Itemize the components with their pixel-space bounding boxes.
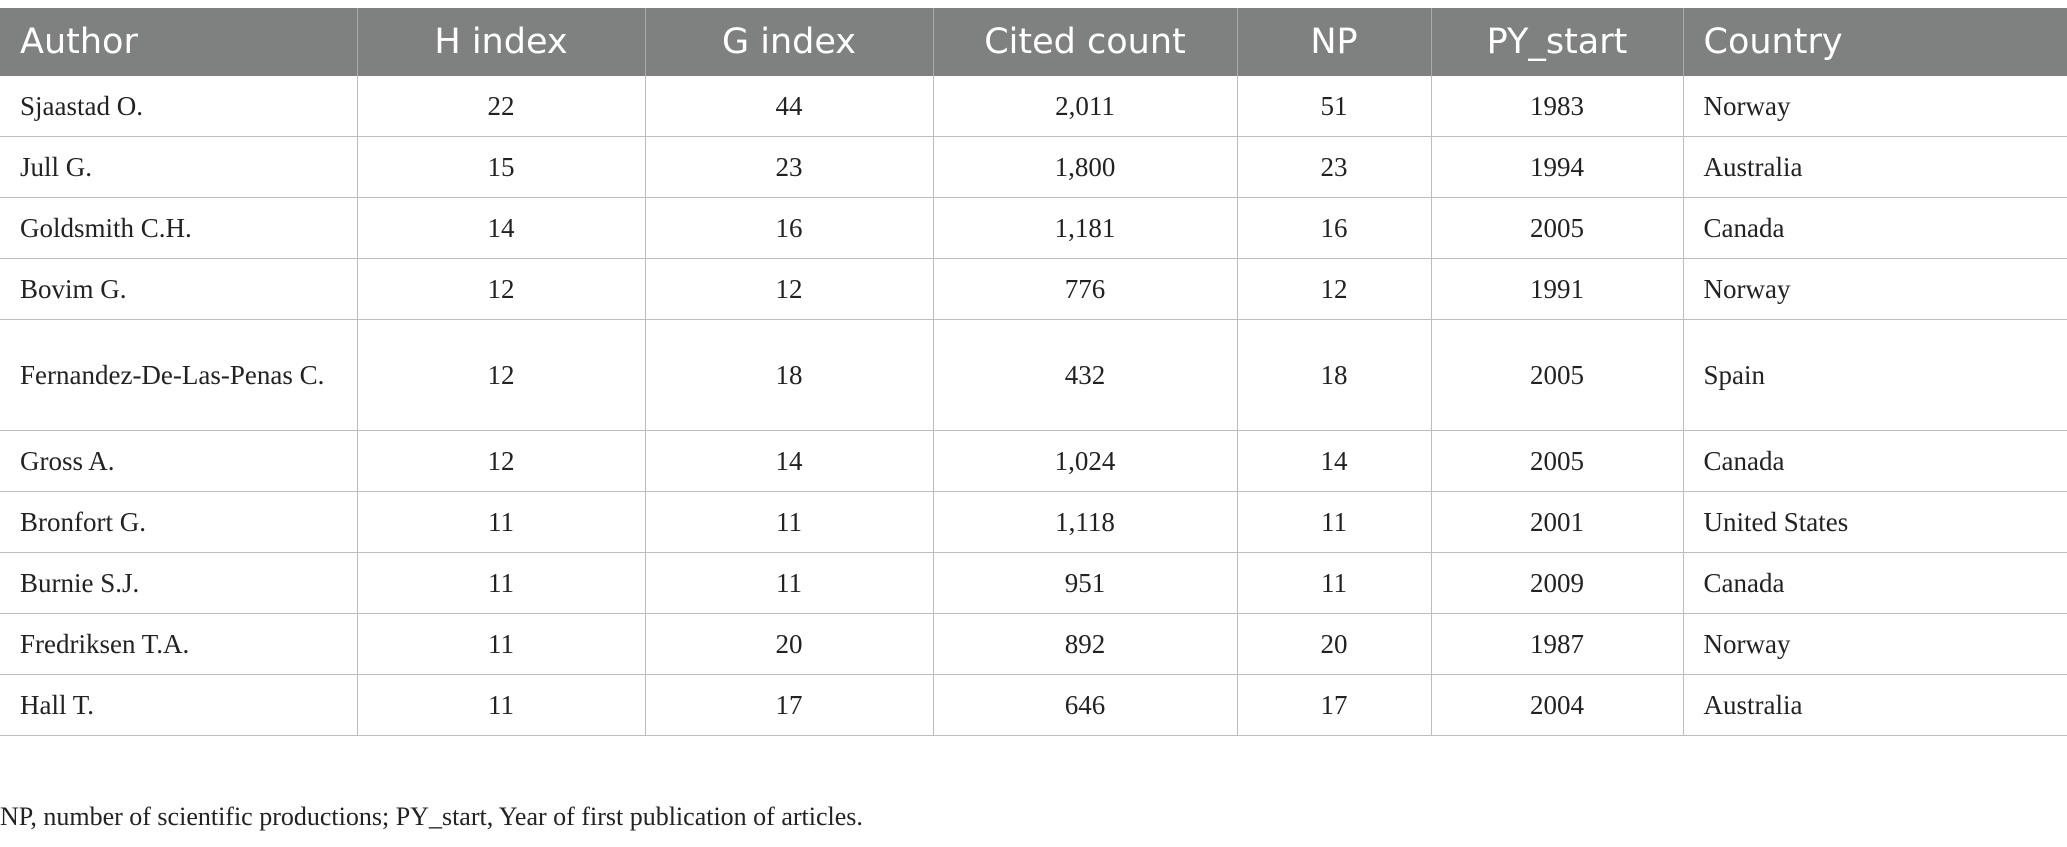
cell-h-index: 11 xyxy=(357,552,646,614)
cell-country: Australia xyxy=(1683,136,2067,198)
cell-np: 12 xyxy=(1237,258,1432,320)
table-row: Fernandez-De-Las-Penas C. 12 18 432 18 2… xyxy=(0,319,2067,431)
cell-g-index: 18 xyxy=(645,319,934,431)
cell-g-index: 23 xyxy=(645,136,934,198)
header-py-start: PY_start xyxy=(1431,8,1684,76)
cell-author: Sjaastad O. xyxy=(0,76,358,137)
cell-author: Goldsmith C.H. xyxy=(0,197,358,259)
cell-author: Bovim G. xyxy=(0,258,358,320)
cell-h-index: 22 xyxy=(357,76,646,137)
cell-author: Gross A. xyxy=(0,430,358,492)
cell-py-start: 2005 xyxy=(1431,430,1684,492)
cell-py-start: 1991 xyxy=(1431,258,1684,320)
cell-country: Australia xyxy=(1683,674,2067,736)
cell-cited-count: 1,800 xyxy=(933,136,1238,198)
cell-h-index: 12 xyxy=(357,319,646,431)
cell-np: 17 xyxy=(1237,674,1432,736)
cell-country: Canada xyxy=(1683,552,2067,614)
header-cited-count: Cited count xyxy=(933,8,1238,76)
cell-country: Norway xyxy=(1683,613,2067,675)
table-row: Fredriksen T.A. 11 20 892 20 1987 Norway xyxy=(0,613,2067,675)
cell-cited-count: 951 xyxy=(933,552,1238,614)
table-row: Hall T. 11 17 646 17 2004 Australia xyxy=(0,674,2067,736)
cell-g-index: 44 xyxy=(645,76,934,137)
cell-py-start: 2004 xyxy=(1431,674,1684,736)
cell-py-start: 2005 xyxy=(1431,319,1684,431)
cell-author: Fredriksen T.A. xyxy=(0,613,358,675)
cell-cited-count: 1,118 xyxy=(933,491,1238,553)
cell-py-start: 2009 xyxy=(1431,552,1684,614)
cell-g-index: 11 xyxy=(645,491,934,553)
cell-country: Spain xyxy=(1683,319,2067,431)
cell-cited-count: 646 xyxy=(933,674,1238,736)
cell-h-index: 11 xyxy=(357,491,646,553)
cell-country: Canada xyxy=(1683,430,2067,492)
cell-np: 20 xyxy=(1237,613,1432,675)
header-np: NP xyxy=(1237,8,1432,76)
cell-np: 16 xyxy=(1237,197,1432,259)
cell-np: 11 xyxy=(1237,552,1432,614)
cell-cited-count: 776 xyxy=(933,258,1238,320)
header-h-index: H index xyxy=(357,8,646,76)
cell-h-index: 15 xyxy=(357,136,646,198)
cell-author: Burnie S.J. xyxy=(0,552,358,614)
table-row: Bovim G. 12 12 776 12 1991 Norway xyxy=(0,258,2067,320)
cell-h-index: 11 xyxy=(357,674,646,736)
cell-h-index: 12 xyxy=(357,430,646,492)
cell-np: 51 xyxy=(1237,76,1432,137)
cell-cited-count: 432 xyxy=(933,319,1238,431)
table-row: Goldsmith C.H. 14 16 1,181 16 2005 Canad… xyxy=(0,197,2067,259)
cell-py-start: 2001 xyxy=(1431,491,1684,553)
header-author: Author xyxy=(0,8,358,76)
cell-author: Fernandez-De-Las-Penas C. xyxy=(0,319,358,431)
cell-country: Canada xyxy=(1683,197,2067,259)
cell-py-start: 1987 xyxy=(1431,613,1684,675)
table-row: Jull G. 15 23 1,800 23 1994 Australia xyxy=(0,136,2067,198)
cell-author: Bronfort G. xyxy=(0,491,358,553)
table-row: Sjaastad O. 22 44 2,011 51 1983 Norway xyxy=(0,76,2067,137)
table-row: Bronfort G. 11 11 1,118 11 2001 United S… xyxy=(0,491,2067,553)
cell-h-index: 12 xyxy=(357,258,646,320)
author-table-container: Author H index G index Cited count NP PY… xyxy=(0,8,2067,736)
cell-cited-count: 1,181 xyxy=(933,197,1238,259)
cell-g-index: 11 xyxy=(645,552,934,614)
cell-cited-count: 1,024 xyxy=(933,430,1238,492)
cell-g-index: 12 xyxy=(645,258,934,320)
table-row: Gross A. 12 14 1,024 14 2005 Canada xyxy=(0,430,2067,492)
cell-np: 14 xyxy=(1237,430,1432,492)
cell-h-index: 14 xyxy=(357,197,646,259)
cell-g-index: 14 xyxy=(645,430,934,492)
table-footnote: NP, number of scientific productions; PY… xyxy=(0,802,863,831)
cell-py-start: 1983 xyxy=(1431,76,1684,137)
cell-py-start: 1994 xyxy=(1431,136,1684,198)
author-metrics-table: Author H index G index Cited count NP PY… xyxy=(0,8,2067,736)
cell-g-index: 16 xyxy=(645,197,934,259)
cell-country: United States xyxy=(1683,491,2067,553)
table-row: Burnie S.J. 11 11 951 11 2009 Canada xyxy=(0,552,2067,614)
table-header-row: Author H index G index Cited count NP PY… xyxy=(0,8,2067,76)
cell-g-index: 20 xyxy=(645,613,934,675)
cell-cited-count: 2,011 xyxy=(933,76,1238,137)
cell-country: Norway xyxy=(1683,76,2067,137)
cell-author: Hall T. xyxy=(0,674,358,736)
cell-np: 18 xyxy=(1237,319,1432,431)
cell-author: Jull G. xyxy=(0,136,358,198)
cell-cited-count: 892 xyxy=(933,613,1238,675)
cell-py-start: 2005 xyxy=(1431,197,1684,259)
cell-np: 23 xyxy=(1237,136,1432,198)
header-g-index: G index xyxy=(645,8,934,76)
cell-np: 11 xyxy=(1237,491,1432,553)
cell-g-index: 17 xyxy=(645,674,934,736)
cell-h-index: 11 xyxy=(357,613,646,675)
cell-country: Norway xyxy=(1683,258,2067,320)
header-country: Country xyxy=(1683,8,2067,76)
